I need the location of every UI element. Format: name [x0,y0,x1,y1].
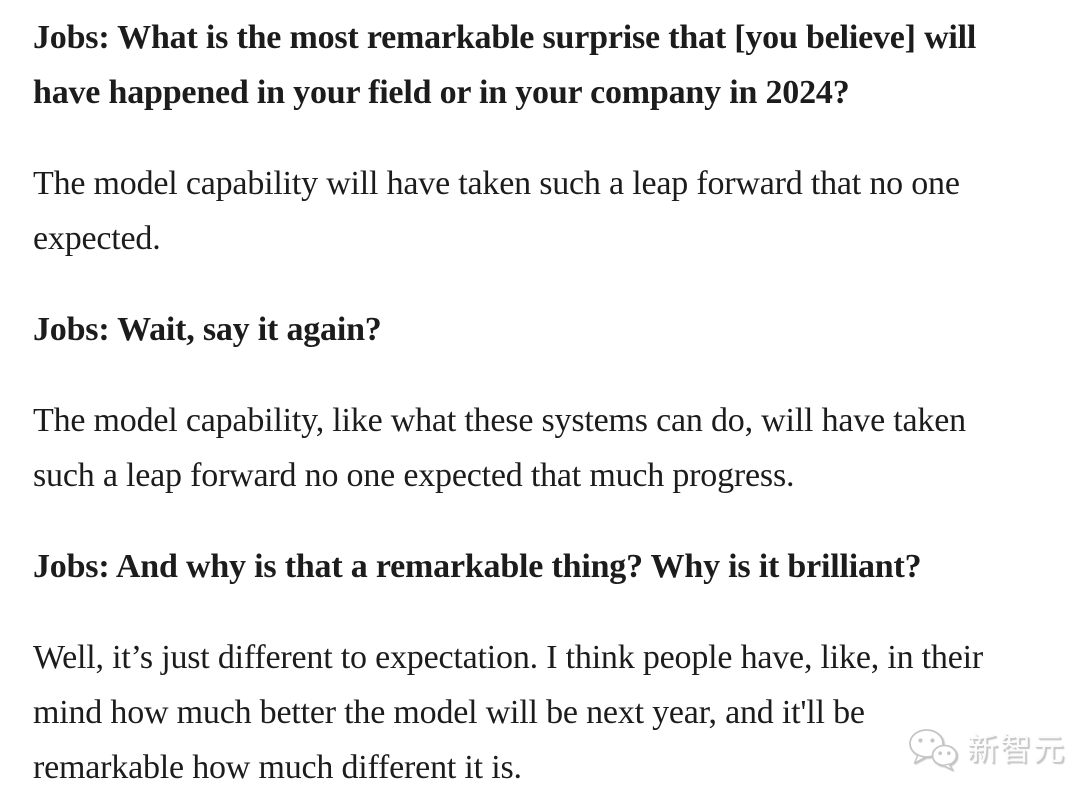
interview-question-3: Jobs: And why is that a remarkable thing… [33,548,922,585]
interview-answer-1: The model capability will have taken suc… [33,165,960,257]
interview-question-1: Jobs: What is the most remarkable surpri… [33,19,977,111]
watermark-publisher-name: 新智元 [967,731,1066,767]
publisher-watermark: 新智元 [908,727,1066,771]
interview-question-2: Jobs: Wait, say it again? [33,311,382,348]
interview-answer-3: Well, it’s just different to expectation… [33,639,983,786]
interview-answer-2: The model capability, like what these sy… [33,402,966,494]
wechat-icon [908,727,958,771]
